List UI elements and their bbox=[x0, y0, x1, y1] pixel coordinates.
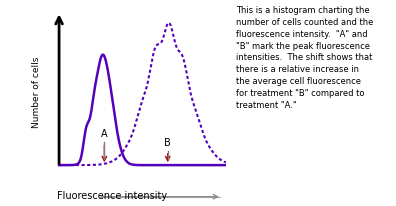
Text: This is a histogram charting the
number of cells counted and the
fluorescence in: This is a histogram charting the number … bbox=[236, 6, 373, 109]
Text: Fluorescence intensity: Fluorescence intensity bbox=[57, 190, 168, 200]
Text: Number of cells: Number of cells bbox=[32, 56, 41, 127]
Text: B: B bbox=[164, 137, 171, 147]
Text: A: A bbox=[101, 129, 108, 138]
